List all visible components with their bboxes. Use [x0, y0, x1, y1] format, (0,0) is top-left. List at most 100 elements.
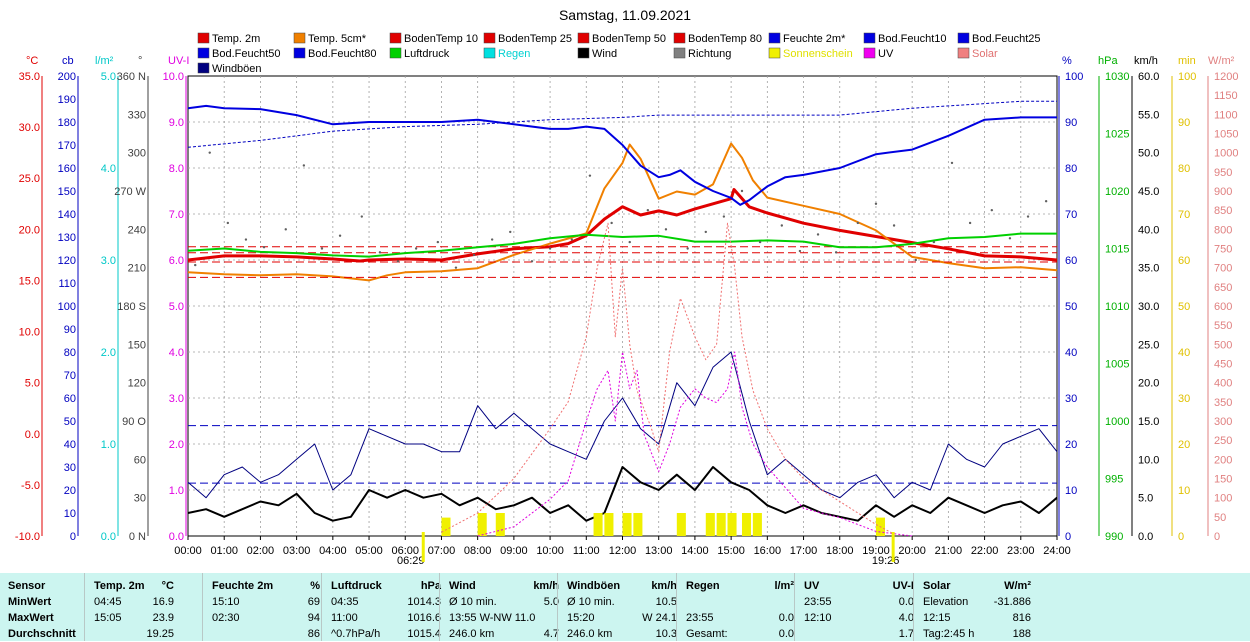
summary-cell-label: Ø 10 min. [567, 596, 615, 608]
legend-label-wind: Wind [592, 48, 617, 60]
axis-tick-label-percent: 100 [1065, 71, 1083, 83]
axis-tick-label-min: 60 [1178, 255, 1190, 267]
axis-tick-label-hpa: 1005 [1105, 359, 1129, 371]
x-tick-label: 15:00 [717, 545, 745, 557]
sunrise-marker [421, 532, 425, 562]
x-tick-label: 13:00 [645, 545, 673, 557]
axis-tick-label-w-m: 900 [1214, 186, 1232, 198]
point-richtung [990, 208, 994, 212]
axis-tick-label-w-m: 1200 [1214, 71, 1238, 83]
axis-tick-label-l-m: 2.0 [101, 347, 116, 359]
axis-tick-label-km-h: 40.0 [1138, 224, 1159, 236]
legend-swatch-luftdruck [389, 47, 402, 59]
axis-tick-label-l-m: 3.0 [101, 255, 116, 267]
x-tick-label: 22:00 [971, 545, 999, 557]
axis-tick-label-w-m: 300 [1214, 416, 1232, 428]
axis-tick-label-percent: 70 [1065, 209, 1077, 221]
axis-unit-cb: cb [62, 55, 74, 67]
point-richtung [758, 240, 762, 244]
legend-label-sonnenschein: Sonnenschein [783, 48, 853, 60]
summary-cell-label: 15:20 [567, 612, 595, 624]
point-richtung [646, 208, 650, 212]
summary-table: Sensor MinWert MaxWert Durchschnitt Temp. 2m… [0, 573, 1250, 641]
axis-tick-label-hpa: 1025 [1105, 129, 1129, 141]
axis-tick-label-uv-i: 1.0 [169, 485, 184, 497]
summary-group-unit: UV-I [892, 580, 914, 592]
axis-tick-label-percent: 20 [1065, 439, 1077, 451]
x-tick-label: 16:00 [754, 545, 782, 557]
axis-tick-label-cb: 190 [58, 94, 76, 106]
axis-tick-label-w-m: 850 [1214, 205, 1232, 217]
summary-cell-value: 1014.3 [407, 596, 441, 608]
point-richtung [834, 251, 838, 254]
axis-unit-uv-i: UV-I [168, 55, 189, 67]
sunset-marker [891, 532, 895, 562]
point-richtung [320, 247, 324, 250]
x-tick-label: 18:00 [826, 545, 854, 557]
axis-tick-label-hpa: 1015 [1105, 244, 1129, 256]
summary-cell-label: 23:55 [804, 596, 832, 608]
summary-cell-value: 0.0 [778, 628, 794, 640]
point-richtung [588, 174, 592, 177]
summary-cell-value: 19.25 [146, 628, 174, 640]
summary-cell-value: 16.9 [152, 596, 174, 608]
axis-tick-label-direction: 120 [128, 378, 146, 390]
axis-tick-label-hpa: 1030 [1105, 71, 1129, 83]
point-richtung [436, 240, 440, 244]
axis-tick-label-km-h: 20.0 [1138, 378, 1159, 390]
legend-swatch-bod-feucht80 [293, 47, 306, 59]
point-richtung [454, 266, 458, 269]
axis-tick-label-c: 35.0 [19, 71, 40, 83]
axis-tick-label-km-h: 30.0 [1138, 301, 1159, 313]
axis-tick-label-direction: 240 [128, 224, 146, 236]
axis-tick-label-percent: 30 [1065, 393, 1077, 405]
legend-swatch-regen [483, 47, 496, 59]
axis-tick-label-percent: 80 [1065, 163, 1077, 175]
point-richtung [570, 238, 574, 241]
axis-unit-l-m: l/m² [95, 55, 114, 67]
summary-cell-value: 188 [1012, 628, 1031, 640]
axis-tick-label-w-m: 250 [1214, 435, 1232, 447]
axis-tick-label-min: 10 [1178, 485, 1190, 497]
axis-tick-label-direction: 210 [128, 263, 146, 275]
summary-cell-label: ^0.7hPa/h [331, 628, 381, 640]
axis-unit-hpa: hPa [1098, 55, 1118, 67]
legend-swatch-temp-5cm [293, 32, 306, 44]
axis-tick-label-w-m: 700 [1214, 263, 1232, 275]
summary-cell-label: Tag:2:45 h [923, 628, 975, 640]
legend-label-uv: UV [878, 48, 894, 60]
point-richtung [302, 164, 306, 167]
legend-swatch-wind [577, 47, 590, 59]
legend-swatch-feuchte-2m [768, 32, 781, 44]
axis-tick-label-direction: 30 [134, 493, 146, 505]
axis-tick-label-w-m: 450 [1214, 359, 1232, 371]
summary-cell-label: 15:05 [94, 612, 122, 624]
point-richtung [338, 234, 342, 237]
summary-cell-label: 12:15 [923, 612, 951, 624]
point-richtung [914, 258, 917, 262]
point-richtung [396, 260, 400, 263]
x-tick-label: 20:00 [898, 545, 926, 557]
series-bod-feucht10 [187, 100, 1057, 148]
axis-tick-label-km-h: 35.0 [1138, 263, 1159, 275]
summary-group-name: Windböen [567, 580, 621, 592]
summary-cell-label: Gesamt: [686, 628, 728, 640]
axis-tick-label-w-m: 1100 [1214, 109, 1238, 121]
axis-tick-label-cb: 0 [70, 531, 76, 543]
axis-tick-label-min: 40 [1178, 347, 1190, 359]
plot-area [187, 75, 1058, 537]
axis-tick-label-direction: 60 [134, 454, 146, 466]
summary-group-name: Luftdruck [331, 580, 382, 592]
axis-tick-label-w-m: 500 [1214, 339, 1232, 351]
axis-tick-label-percent: 40 [1065, 347, 1077, 359]
bar-sonnenschein [716, 513, 726, 536]
axis-tick-label-cb: 130 [58, 232, 76, 244]
point-richtung [968, 221, 972, 225]
summary-row-label: MinWert [8, 596, 52, 608]
axis-tick-label-w-m: 1150 [1214, 90, 1238, 102]
legend-swatch-bodentemp-10 [389, 32, 402, 44]
summary-cell-label: 02:30 [212, 612, 240, 624]
x-tick-label: 12:00 [609, 545, 637, 557]
summary-cell-label: 11:00 [331, 612, 358, 624]
axis-tick-label-w-m: 100 [1214, 493, 1232, 505]
